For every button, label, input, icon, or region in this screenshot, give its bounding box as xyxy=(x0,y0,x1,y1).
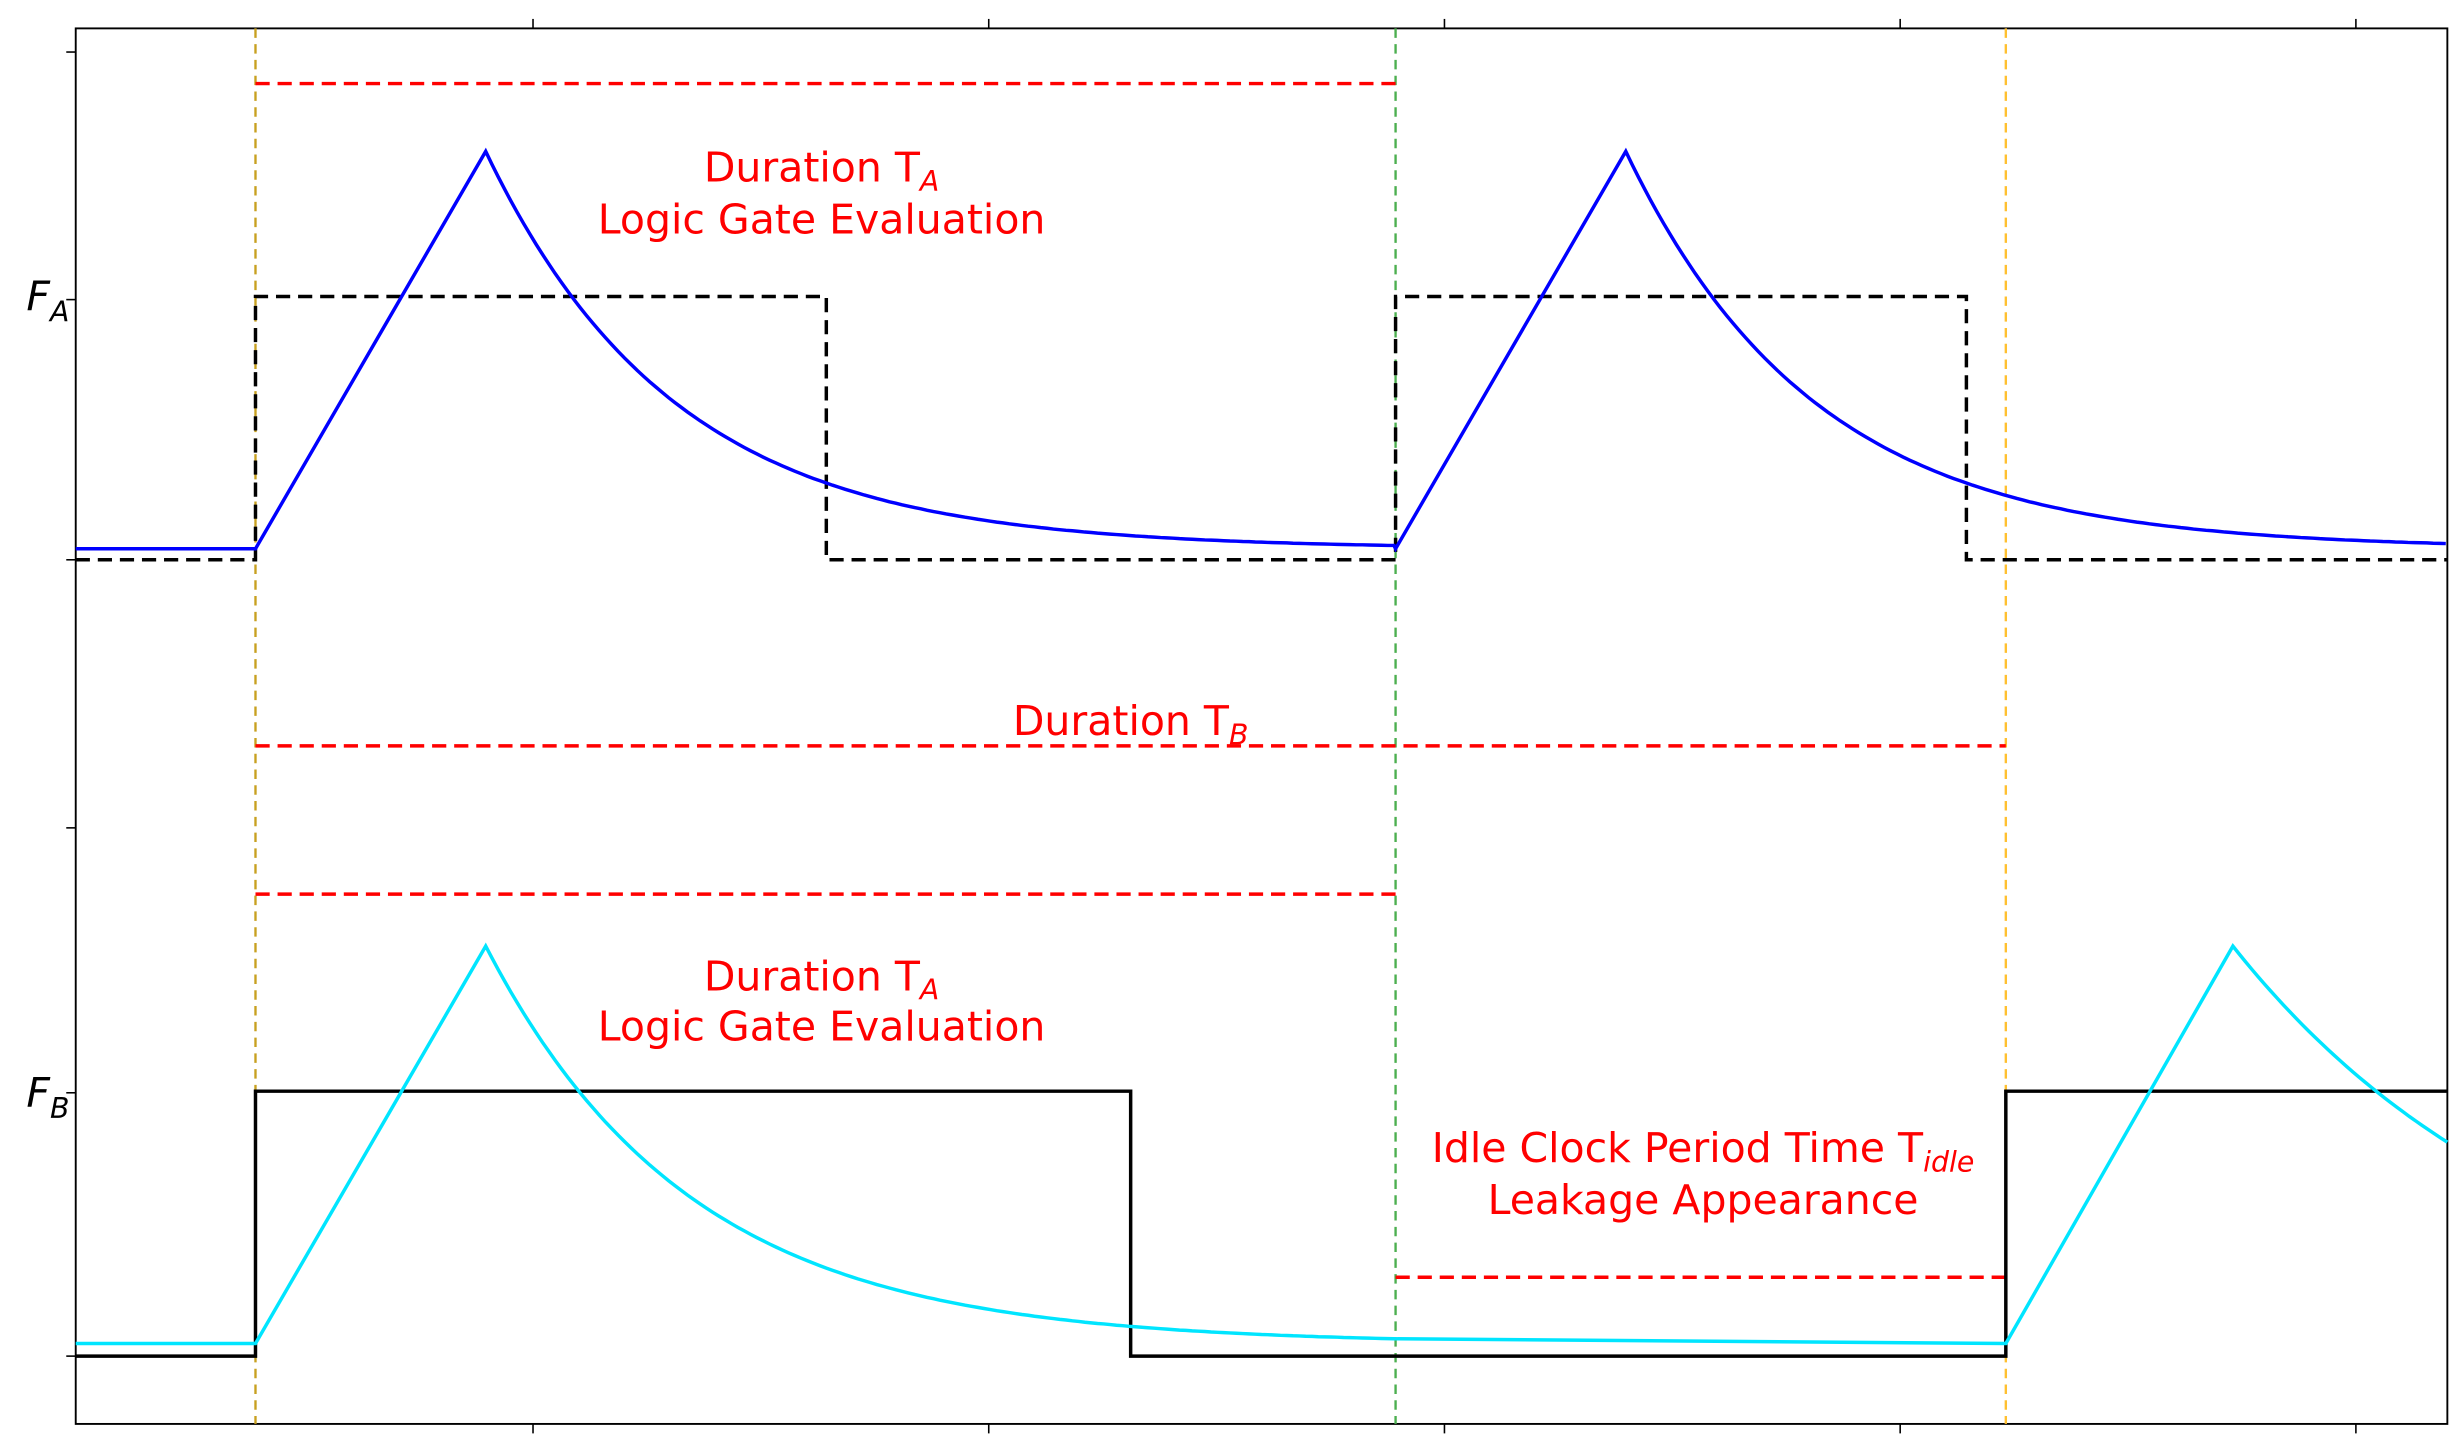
duration-lines xyxy=(255,81,2006,1280)
annotation-main: Duration T xyxy=(704,952,921,1000)
y-label: FA xyxy=(26,273,69,329)
signal-b xyxy=(75,942,2449,1346)
axes-frame xyxy=(74,27,2449,1425)
annotation-main: Idle Clock Period Time T xyxy=(1432,1124,1924,1172)
signal-a xyxy=(75,147,2446,553)
clock-b xyxy=(75,1089,2448,1358)
annotation-line: Leakage Appearance xyxy=(1488,1176,1919,1224)
y-label: FB xyxy=(26,1069,69,1125)
annotation: Duration TA xyxy=(704,143,940,197)
annotation: Duration TB xyxy=(1013,697,1249,751)
annotation-line: Logic Gate Evaluation xyxy=(598,195,1046,243)
y-label-sub: A xyxy=(48,296,69,329)
ticks xyxy=(66,18,2357,1434)
annotation-sub: idle xyxy=(1923,1146,1974,1179)
annotation-sub: A xyxy=(918,974,939,1007)
annotation: Duration TA xyxy=(704,952,940,1006)
y-label-sub: B xyxy=(50,1092,69,1125)
annotation: Idle Clock Period Time Tidle xyxy=(1432,1124,1975,1178)
annotation-sub: A xyxy=(918,165,939,198)
annotation-sub: B xyxy=(1229,718,1248,751)
annotation-line: Logic Gate Evaluation xyxy=(598,1003,1046,1051)
annotation-main: Duration T xyxy=(1013,697,1230,745)
y-label-main: F xyxy=(26,273,51,321)
y-label-main: F xyxy=(26,1069,51,1117)
annotation-main: Duration T xyxy=(704,143,921,191)
clock-a xyxy=(75,294,2448,562)
